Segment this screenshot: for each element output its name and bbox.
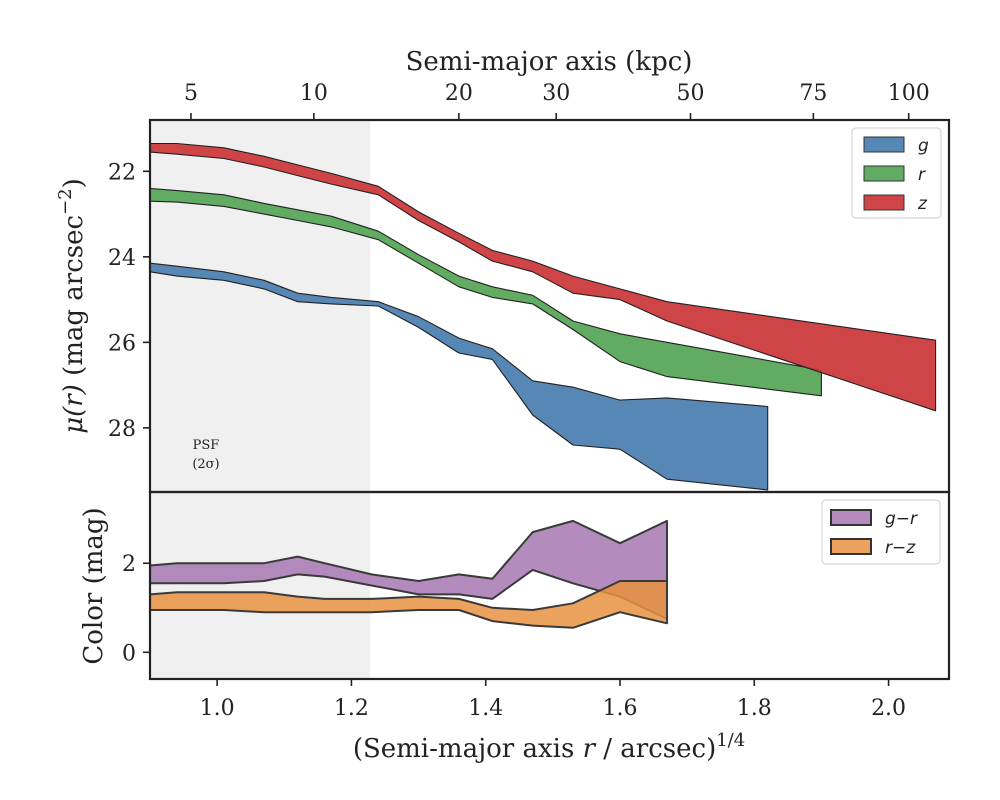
upper-y-tick-label: 28 <box>108 417 136 442</box>
legend-swatch-rz <box>830 538 872 555</box>
upper-y-tick-label: 24 <box>108 246 136 271</box>
legend-swatch-r <box>863 165 905 182</box>
top-tick-label: 75 <box>799 81 827 106</box>
ylabel-mu: μ <box>59 417 89 434</box>
legend-label-r: r <box>918 165 926 185</box>
top-tick-label: 10 <box>300 81 328 106</box>
band-z-2 <box>150 142 937 412</box>
legend-label-g: g <box>918 136 929 156</box>
ylabel-unit-post: ) <box>59 178 89 188</box>
band-r-1 <box>150 187 822 397</box>
x-tick-label: 1.6 <box>603 696 638 721</box>
psf-label-line1: PSF <box>193 438 220 453</box>
psf-label-line2: (2σ) <box>192 457 219 472</box>
lower-y-axis-label-group: Color (mag) <box>79 507 109 664</box>
lower-y-axis-label: Color (mag) <box>79 507 109 664</box>
upper-y-axis-label: μ(r) (mag arcsec−2) <box>55 178 89 434</box>
x-tick-label: 2.0 <box>871 696 906 721</box>
x-axis-label: (Semi-major axis r / arcsec)1/4 <box>353 730 745 764</box>
top-tick-label: 20 <box>445 81 473 106</box>
surface-brightness-bands <box>150 142 937 491</box>
upper-y-tick-label: 26 <box>108 331 136 356</box>
ylabel-unit-sup: −2 <box>55 188 76 215</box>
x-axis-label-pre: (Semi-major axis <box>353 734 583 764</box>
upper-y-tick-label: 22 <box>108 160 136 185</box>
band-rz-1 <box>150 580 668 629</box>
legend-swatch-g <box>863 136 905 153</box>
legend-swatch-gr <box>830 509 872 526</box>
lower-y-tick-label: 2 <box>122 552 136 577</box>
lower-axes-frame <box>148 490 951 681</box>
color-bands <box>150 519 668 629</box>
x-axis-label-sup: 1/4 <box>716 730 745 751</box>
top-axis-label: Semi-major axis (kpc) <box>406 47 693 77</box>
psf-shade-bottom <box>150 492 371 679</box>
lower-y-tick-label: 0 <box>122 641 136 666</box>
legend-label-gr: g−r <box>885 509 918 529</box>
top-tick-label: 100 <box>888 81 930 106</box>
legend-label-z: z <box>917 194 928 214</box>
ylabel-r: (r) <box>59 384 89 417</box>
legend-label-rz: r−z <box>885 538 916 558</box>
ylabel-unit-pre: (mag arcsec <box>59 215 89 384</box>
top-tick-label: 50 <box>677 81 705 106</box>
legend-swatch-z <box>863 194 905 211</box>
x-axis-label-mid: / arcsec) <box>595 734 716 764</box>
lower-legend: g−r r−z <box>821 499 941 565</box>
band-g-0 <box>150 262 769 491</box>
svg-text:μ(r) (mag arcsec−2): μ(r) (mag arcsec−2) <box>55 178 89 434</box>
top-tick-label: 30 <box>542 81 570 106</box>
x-tick-label: 1.0 <box>200 696 235 721</box>
x-axis-label-var: r <box>583 734 597 764</box>
axis-ticks: 1.0 1.2 1.4 1.6 1.8 2.05 10 20 30 50 75 10022242628… <box>108 81 930 721</box>
top-tick-label: 5 <box>184 81 198 106</box>
x-tick-label: 1.8 <box>737 696 772 721</box>
x-tick-label: 1.2 <box>334 696 369 721</box>
upper-legend: grz <box>851 127 942 219</box>
x-tick-label: 1.4 <box>468 696 503 721</box>
